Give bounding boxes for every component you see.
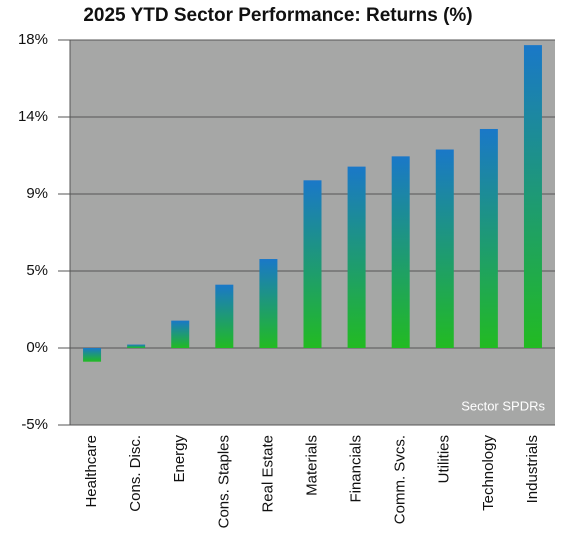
bar: [391, 156, 410, 348]
x-tick-label: Real Estate: [259, 435, 276, 513]
bar: [171, 320, 190, 348]
x-tick-label: Materials: [303, 435, 320, 496]
chart-title: 2025 YTD Sector Performance: Returns (%): [83, 5, 472, 26]
y-tick-label: 9%: [26, 185, 48, 202]
bar: [215, 284, 234, 348]
bar: [435, 149, 454, 348]
x-tick-label: Energy: [171, 435, 188, 483]
bar: [523, 45, 542, 349]
x-tick-label: Cons. Staples: [215, 435, 232, 528]
y-tick-label: 14%: [18, 108, 48, 125]
bar: [259, 259, 278, 348]
bar: [83, 348, 102, 362]
x-tick-label: Industrials: [524, 435, 541, 503]
x-tick-label: Comm. Svcs.: [392, 435, 409, 524]
x-tick-label: Financials: [348, 435, 365, 503]
y-tick-label: 5%: [26, 262, 48, 279]
bar: [303, 180, 322, 348]
y-tick-label: 18%: [18, 31, 48, 48]
x-tick-label: Technology: [480, 435, 497, 511]
bar: [479, 128, 498, 348]
y-tick-label: -5%: [21, 416, 48, 433]
annotation: Sector SPDRs: [461, 398, 545, 413]
bar: [127, 344, 146, 348]
x-tick-label: Cons. Disc.: [127, 435, 144, 512]
y-tick-label: 0%: [26, 339, 48, 356]
bar: [347, 166, 366, 348]
x-tick-label: Utilities: [436, 435, 453, 483]
x-tick-label: Healthcare: [83, 435, 100, 508]
